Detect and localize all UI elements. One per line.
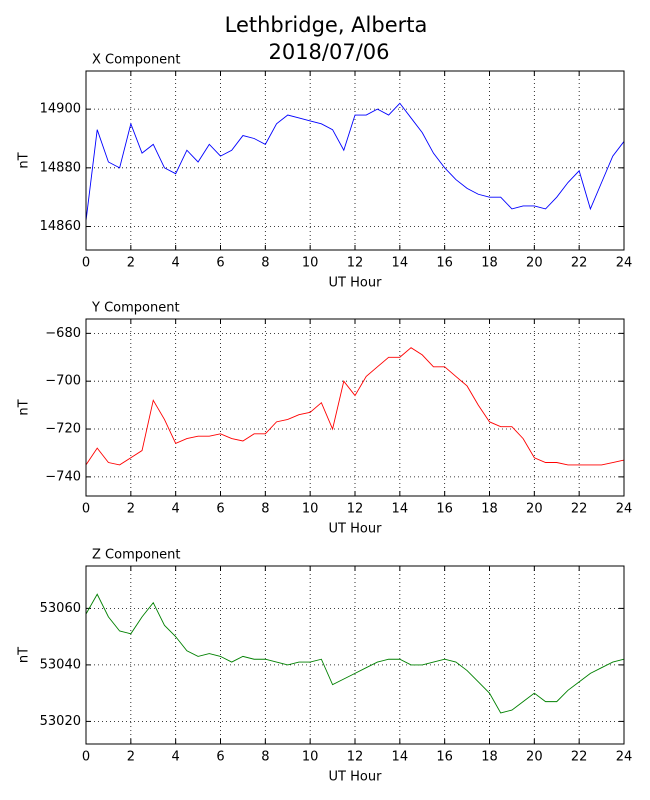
y-tick-label: 53060	[40, 601, 81, 616]
x-tick-label: 22	[571, 750, 588, 765]
x-tick-label: 24	[616, 750, 633, 765]
x-tick-label: 16	[436, 502, 453, 517]
data-line	[85, 102, 625, 221]
x-tick-label: 24	[616, 502, 633, 517]
x-tick-label: 6	[216, 256, 224, 271]
x-tick-label: 18	[481, 750, 498, 765]
axes-frame	[85, 565, 625, 745]
x-tick-label: 22	[571, 256, 588, 271]
data-line	[85, 347, 625, 466]
x-tick-label: 8	[261, 750, 269, 765]
y-tick-label: 14860	[40, 219, 81, 234]
x-tick-label: 2	[127, 256, 135, 271]
axes-title: X Component	[92, 53, 181, 68]
x-tick-label: 24	[616, 256, 633, 271]
x-tick-label: 20	[526, 750, 543, 765]
x-tick-label: 10	[302, 750, 319, 765]
x-axis-label: UT Hour	[329, 276, 383, 291]
x-tick-label: 16	[436, 750, 453, 765]
y-axis-label: nT	[17, 647, 32, 663]
x-tick-label: 8	[261, 502, 269, 517]
x-tick-label: 0	[82, 256, 90, 271]
axes-frame	[85, 318, 625, 497]
y-tick-label: 14880	[40, 160, 81, 175]
figure-title: Lethbridge, Alberta	[225, 13, 428, 37]
x-tick-label: 18	[481, 256, 498, 271]
x-tick-label: 6	[216, 750, 224, 765]
y-axis-label: nT	[17, 399, 32, 415]
x-tick-label: 0	[82, 750, 90, 765]
x-tick-label: 8	[261, 256, 269, 271]
y-tick-label: 14900	[40, 102, 81, 117]
x-tick-label: 2	[127, 750, 135, 765]
x-tick-label: 4	[172, 502, 180, 517]
x-tick-label: 16	[436, 256, 453, 271]
x-tick-label: 10	[302, 502, 319, 517]
y-tick-label: −680	[45, 326, 81, 341]
x-tick-label: 12	[347, 502, 364, 517]
x-tick-label: 6	[216, 502, 224, 517]
y-tick-label: 53020	[40, 714, 81, 729]
y-tick-label: −740	[45, 469, 81, 484]
data-line	[85, 593, 625, 714]
x-tick-label: 14	[392, 750, 409, 765]
x-tick-label: 20	[526, 256, 543, 271]
x-tick-label: 10	[302, 256, 319, 271]
x-tick-label: 12	[347, 256, 364, 271]
x-tick-label: 22	[571, 502, 588, 517]
x-tick-label: 20	[526, 502, 543, 517]
x-tick-label: 18	[481, 502, 498, 517]
axes-frame	[85, 70, 625, 251]
y-axis-label: nT	[17, 152, 32, 168]
x-axis-label: UT Hour	[329, 522, 383, 537]
x-axis-label: UT Hour	[329, 770, 383, 785]
x-tick-label: 14	[392, 256, 409, 271]
x-tick-label: 0	[82, 502, 90, 517]
axes-title: Y Component	[91, 301, 180, 316]
x-tick-label: 2	[127, 502, 135, 517]
y-tick-label: −720	[45, 422, 81, 437]
x-tick-label: 12	[347, 750, 364, 765]
x-tick-label: 14	[392, 502, 409, 517]
y-tick-label: −700	[45, 374, 81, 389]
y-tick-label: 53040	[40, 657, 81, 672]
axes-title: Z Component	[92, 548, 181, 563]
x-tick-label: 4	[172, 256, 180, 271]
figure-subtitle: 2018/07/06	[268, 40, 389, 64]
x-tick-label: 4	[172, 750, 180, 765]
